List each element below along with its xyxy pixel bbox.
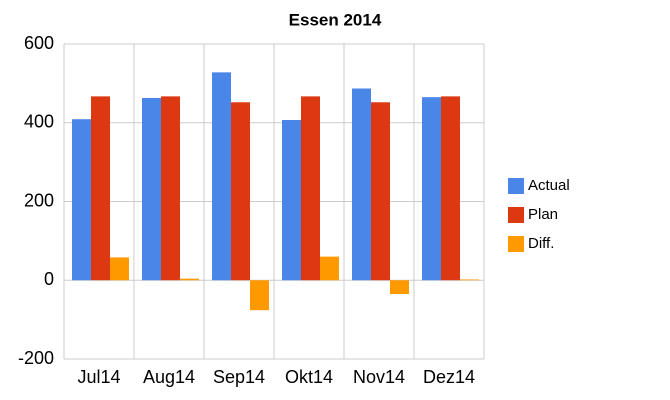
bar — [320, 256, 339, 281]
x-tick-label: Jul14 — [77, 367, 120, 387]
bar — [282, 119, 301, 281]
bar — [142, 97, 161, 281]
bar — [110, 257, 129, 281]
y-tick-label: 200 — [24, 190, 54, 210]
x-tick-label: Dez14 — [423, 367, 475, 387]
bar — [161, 96, 180, 281]
legend-swatch — [508, 178, 524, 194]
x-tick-label: Sep14 — [213, 367, 265, 387]
legend-label: Diff. — [528, 235, 554, 252]
bar — [390, 280, 409, 295]
legend-swatch — [508, 207, 524, 223]
bar — [72, 119, 91, 281]
bar — [180, 278, 199, 281]
legend-label: Actual — [528, 177, 570, 194]
chart-title: Essen 2014 — [289, 10, 382, 29]
y-tick-label: -200 — [18, 348, 54, 368]
bar — [250, 280, 269, 311]
legend-swatch — [508, 236, 524, 252]
bar — [460, 279, 479, 281]
x-tick-label: Aug14 — [143, 367, 195, 387]
bar — [441, 96, 460, 281]
x-tick-label: Okt14 — [285, 367, 333, 387]
bar — [91, 96, 110, 281]
y-tick-label: 600 — [24, 33, 54, 53]
legend-label: Plan — [528, 206, 558, 223]
bar — [301, 96, 320, 281]
bar — [422, 97, 441, 281]
bar — [212, 72, 231, 281]
y-tick-label: 0 — [44, 269, 54, 289]
x-tick-label: Nov14 — [353, 367, 405, 387]
bar — [231, 102, 250, 281]
bar — [371, 102, 390, 281]
y-tick-label: 400 — [24, 112, 54, 132]
bar — [352, 88, 371, 281]
